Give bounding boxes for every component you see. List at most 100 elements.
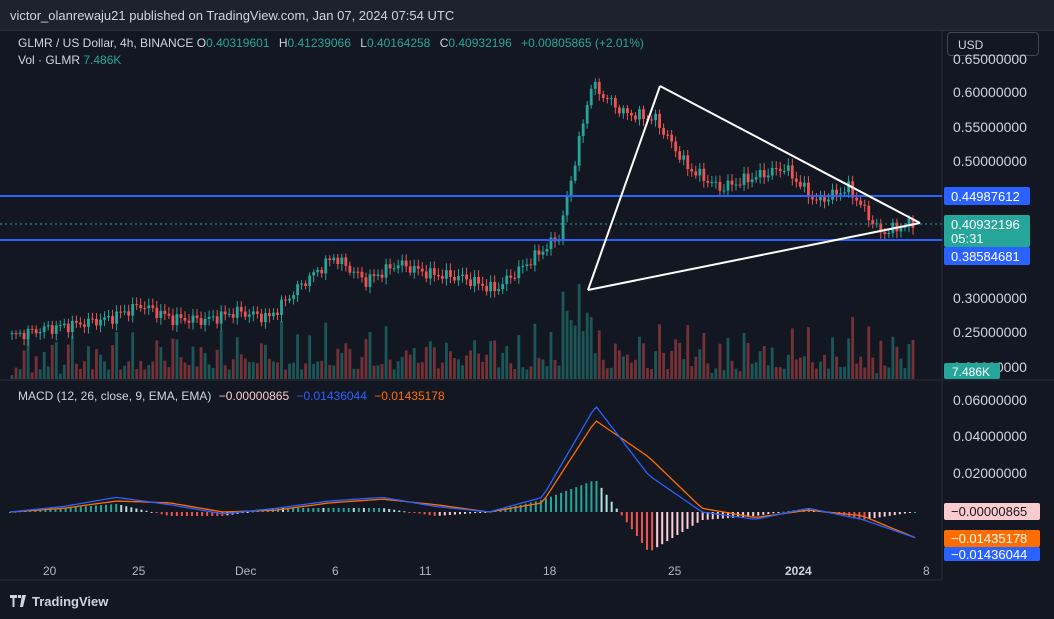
candle-body <box>83 324 86 327</box>
volume-bar <box>167 367 171 379</box>
macd-histogram-bar <box>570 489 573 512</box>
volume-bar <box>658 324 661 379</box>
macd-histogram-bar <box>59 508 62 512</box>
macd-histogram-bar <box>605 494 608 512</box>
volume-tag-text: 7.486K <box>952 365 990 379</box>
volume-bar <box>62 364 66 379</box>
volume-bar <box>501 352 505 379</box>
volume-bar <box>155 340 159 379</box>
triangle-lower-edge[interactable] <box>587 222 921 291</box>
symbol-title[interactable]: GLMR / US Dollar, 4h, BINANCE <box>18 36 194 50</box>
candle-body <box>324 258 328 274</box>
price-tick: 0.55000000 <box>953 119 1027 135</box>
macd-histogram-bar <box>767 512 770 515</box>
volume-bar <box>227 369 231 379</box>
macd-histogram-bar <box>630 512 633 530</box>
candle-body <box>243 311 247 317</box>
volume-bar <box>400 356 404 379</box>
price-tick-cut-top: 0.65000000 <box>953 51 1027 67</box>
candle-body <box>107 316 110 318</box>
volume-bar <box>251 362 255 379</box>
candle-body <box>227 314 231 316</box>
candle-body <box>609 98 613 100</box>
candle-body <box>276 312 279 315</box>
macd-histogram-bar <box>610 501 613 512</box>
candle-body <box>811 197 814 200</box>
macd-histogram-bar <box>646 512 649 550</box>
volume-bar <box>754 362 758 379</box>
volume-bar <box>239 354 243 379</box>
time-label: 8 <box>923 564 930 578</box>
candle-body <box>380 274 384 278</box>
candle-body <box>312 272 316 276</box>
macd-histogram-bar <box>539 500 542 512</box>
macd-histogram-bar <box>555 494 558 512</box>
volume-bar <box>207 364 211 379</box>
triangle-left-edge[interactable] <box>587 85 661 291</box>
support-price-text: 0.38584681 <box>951 249 1020 264</box>
macd-value-text: −0.01436044 <box>951 547 1027 562</box>
macd-histogram-bar <box>448 512 451 515</box>
candle-body <box>794 178 798 182</box>
candle-body <box>91 318 94 320</box>
volume-bar <box>384 326 388 379</box>
volume-bar <box>823 354 826 379</box>
candle-body <box>264 313 267 323</box>
triangle-pattern[interactable] <box>587 85 921 291</box>
candle-body <box>340 257 344 265</box>
candle-body <box>754 177 758 180</box>
candle-body <box>70 320 74 333</box>
volume-bar <box>183 362 187 379</box>
volume-bar <box>589 316 593 379</box>
volume-bar <box>843 366 847 379</box>
tradingview-logo[interactable]: TradingView <box>10 594 108 609</box>
price-scale[interactable]: 0.65000000 0.60000000 0.55000000 0.50000… <box>953 51 1027 375</box>
macd-histogram-bar <box>549 496 552 512</box>
candle-body <box>694 171 698 176</box>
time-label: 25 <box>132 564 146 578</box>
signal-value-tag <box>944 530 1040 547</box>
volume-bar <box>533 323 537 379</box>
candle-body <box>151 305 155 308</box>
volume-bar <box>509 363 513 379</box>
currency-button[interactable]: USD <box>947 32 1039 56</box>
volume-bar <box>750 363 754 379</box>
macd-histogram-bar <box>787 510 790 512</box>
volume-bar <box>352 368 356 379</box>
macd-histogram-bar <box>484 512 487 513</box>
candle-body <box>529 264 533 266</box>
volume-bar <box>489 341 493 379</box>
time-axis[interactable]: 20 25 Dec 6 11 18 25 2024 8 <box>43 564 930 578</box>
macd-histogram-bar <box>620 512 623 516</box>
signal-line <box>9 420 916 539</box>
macd-histogram-bar <box>327 507 330 512</box>
macd-scale[interactable]: 0.06000000 0.04000000 0.02000000 <box>953 392 1027 481</box>
macd-histogram-bar <box>64 507 67 512</box>
macd-histogram-bar <box>479 512 482 513</box>
macd-histogram-bar <box>580 485 583 512</box>
volume-bar <box>50 344 54 379</box>
candle-body <box>802 182 806 187</box>
triangle-upper-edge[interactable] <box>659 85 921 224</box>
volume-bar <box>746 342 750 379</box>
macd-histogram-bar <box>691 512 694 526</box>
macd-histogram-bar <box>287 507 290 512</box>
volume-bar <box>151 361 155 379</box>
volume-bar <box>215 349 219 379</box>
macd-histogram-bar <box>524 503 527 512</box>
candle-body <box>545 249 549 252</box>
macd-histogram-bar <box>216 512 219 517</box>
candle-body <box>790 165 794 179</box>
volume-bar <box>613 343 617 379</box>
volume-bar <box>348 348 352 379</box>
candle-body <box>155 307 159 319</box>
macd-histogram-bar <box>79 506 82 512</box>
volume-bar <box>38 369 42 379</box>
volume-bar <box>859 356 863 379</box>
candle-body <box>630 113 633 116</box>
macd-histogram-bar <box>590 481 593 512</box>
macd-title[interactable]: MACD (12, 26, close, 9, EMA, EMA) <box>18 389 212 403</box>
candle-body <box>195 315 199 319</box>
candle-body <box>642 109 645 120</box>
